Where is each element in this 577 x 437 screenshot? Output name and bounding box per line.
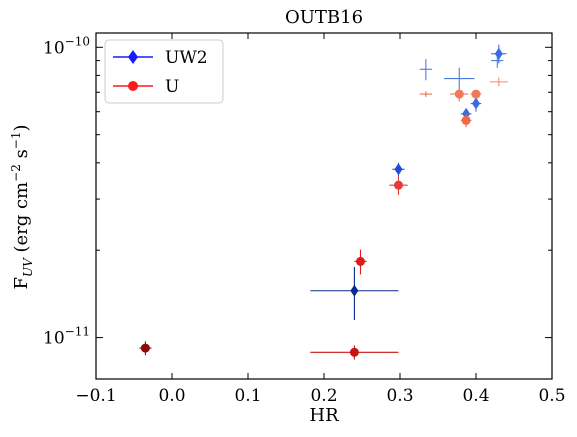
y-tick-label: 10−10 <box>43 34 90 58</box>
uw2-point <box>394 163 403 176</box>
y-axis-title-close: ) <box>11 124 32 131</box>
legend: UW2 U <box>104 39 224 104</box>
y-tick-label-exponent: −11 <box>65 325 90 339</box>
chart-title: OUTB16 <box>285 7 363 28</box>
u-point <box>355 256 365 266</box>
y-tick-label-mantissa: 10 <box>43 38 65 58</box>
y-axis-title-units: (erg cm <box>11 182 32 258</box>
x-tick-label: 0.1 <box>234 386 261 406</box>
y-tick-label: 10−11 <box>43 325 90 349</box>
y-axis-title-mid: s <box>11 149 32 164</box>
legend-u-circle-icon <box>128 81 138 91</box>
uw2-point <box>472 97 480 110</box>
y-axis-title-main: F <box>11 277 32 290</box>
legend-uw2-diamond-icon <box>128 50 138 64</box>
x-axis-ticks: −0.1 0.0 0.1 0.2 0.3 0.4 0.5 <box>75 33 566 406</box>
u-point <box>349 347 359 357</box>
y-tick-label-exponent: −10 <box>65 34 90 48</box>
x-tick-label: −0.1 <box>75 386 116 406</box>
u-point <box>393 180 403 190</box>
u-point <box>461 115 471 125</box>
x-tick-label: 0.2 <box>310 386 337 406</box>
uw2-point <box>494 47 503 60</box>
y-tick-label-mantissa: 10 <box>43 329 65 349</box>
y-axis-title-exp2: −1 <box>9 131 23 149</box>
legend-u-label: U <box>165 77 179 97</box>
y-axis-title-sub: UV <box>21 257 35 277</box>
x-tick-label: 0.4 <box>462 386 489 406</box>
u-point <box>471 89 481 99</box>
legend-uw2-label: UW2 <box>165 48 208 68</box>
plot-points <box>139 44 508 360</box>
uw2-point <box>350 284 359 297</box>
x-tick-label: 0.0 <box>158 386 185 406</box>
x-axis-title: HR <box>309 405 339 426</box>
x-tick-label: 0.3 <box>386 386 413 406</box>
x-tick-label: 0.5 <box>538 386 565 406</box>
y-axis-title: FUV (erg cm−2 s−1) <box>9 124 35 289</box>
u-point <box>454 89 464 99</box>
y-axis-title-exp1: −2 <box>9 164 23 182</box>
u-point <box>140 343 150 353</box>
